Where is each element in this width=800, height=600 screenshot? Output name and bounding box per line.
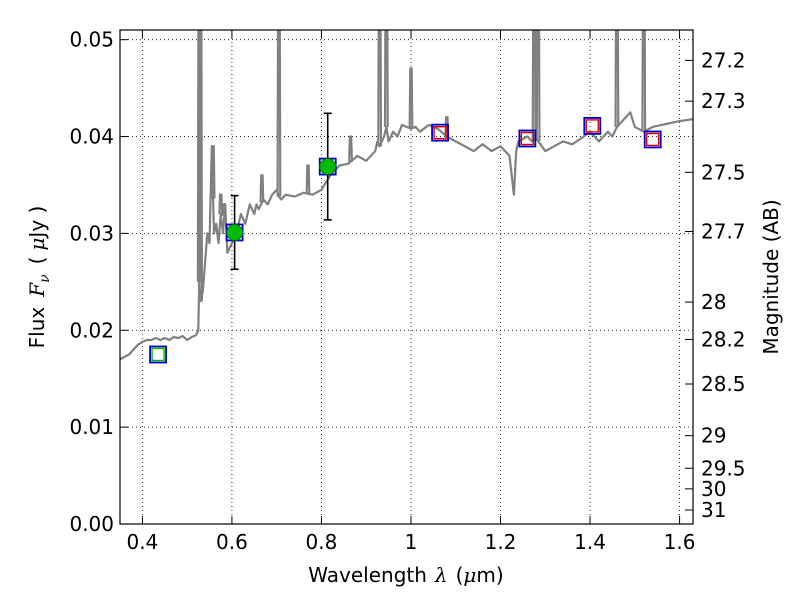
model-photometry-square: [646, 132, 660, 147]
filter-band-square: [643, 130, 662, 149]
filter-band-square: [518, 129, 537, 148]
x-tick-label: 0.4: [126, 530, 158, 554]
x-tick-label: 1.4: [574, 530, 606, 554]
filter-band-square: [149, 345, 167, 364]
emission-line: [377, 30, 383, 147]
x-axis-label: Wavelength λ (μm): [308, 563, 503, 587]
magnitude-tick-label: 28: [701, 290, 726, 314]
emission-line: [348, 135, 353, 162]
observed-point: [319, 158, 337, 175]
magnitude-axis-label: Magnitude (AB): [759, 199, 783, 354]
model-photometry-square: [585, 119, 599, 133]
emission-line: [641, 30, 647, 132]
emission-line: [221, 203, 227, 217]
model-photometry-square: [433, 125, 447, 140]
y-tick-label: 0.02: [69, 318, 114, 342]
magnitude-tick-label: 27.5: [701, 160, 746, 184]
plot-area: [120, 30, 693, 364]
emission-line: [218, 193, 224, 215]
emission-line: [210, 145, 216, 199]
emission-line: [408, 67, 414, 129]
x-tick-label: 1: [405, 530, 418, 554]
emission-line: [276, 30, 282, 197]
magnitude-tick-label: 27.2: [701, 48, 746, 72]
y-axis-ticks: 0.00 0.01 0.02 0.03 0.04 0.05: [69, 28, 128, 536]
x-tick-label: 1.2: [485, 530, 517, 554]
x-tick-label: 0.8: [306, 530, 338, 554]
y-tick-label: 0.03: [69, 221, 114, 245]
emission-line: [535, 30, 541, 142]
y-axis-label: FluxFν(μJy ): [25, 206, 53, 349]
filter-band-square: [431, 123, 449, 142]
magnitude-tick-label: 31: [701, 498, 726, 522]
magnitude-tick-label: 28.2: [701, 327, 746, 351]
filter-band-square: [583, 116, 602, 135]
x-tick-label: 0.6: [216, 530, 248, 554]
emission-line: [259, 174, 265, 203]
magnitude-tick-label: 29: [701, 424, 726, 448]
magnitude-tick-label: 29.5: [701, 456, 746, 480]
magnitude-tick-label: 28.5: [701, 372, 746, 396]
plot-frame: [119, 29, 694, 525]
upper-limit-square: [151, 347, 165, 362]
y-tick-label: 0.04: [69, 125, 114, 149]
y-tick-label: 0.00: [69, 512, 114, 536]
emission-line: [531, 30, 537, 140]
x-axis-ticks: 0.4 0.6 0.8 1 1.2 1.4 1.6: [126, 30, 695, 554]
magnitude-tick-label: 30: [701, 477, 726, 501]
model-photometry-square: [520, 131, 535, 146]
y-tick-label: 0.05: [69, 28, 114, 52]
observed-point: [226, 224, 244, 241]
emission-line: [198, 30, 204, 302]
emission-line: [383, 30, 389, 127]
emission-line: [614, 30, 620, 127]
magnitude-tick-label: 27.3: [701, 89, 746, 113]
x-tick-label: 1.6: [664, 530, 696, 554]
emission-line: [305, 164, 311, 194]
magnitude-tick-label: 27.7: [701, 219, 746, 243]
y-tick-label: 0.01: [69, 415, 114, 439]
